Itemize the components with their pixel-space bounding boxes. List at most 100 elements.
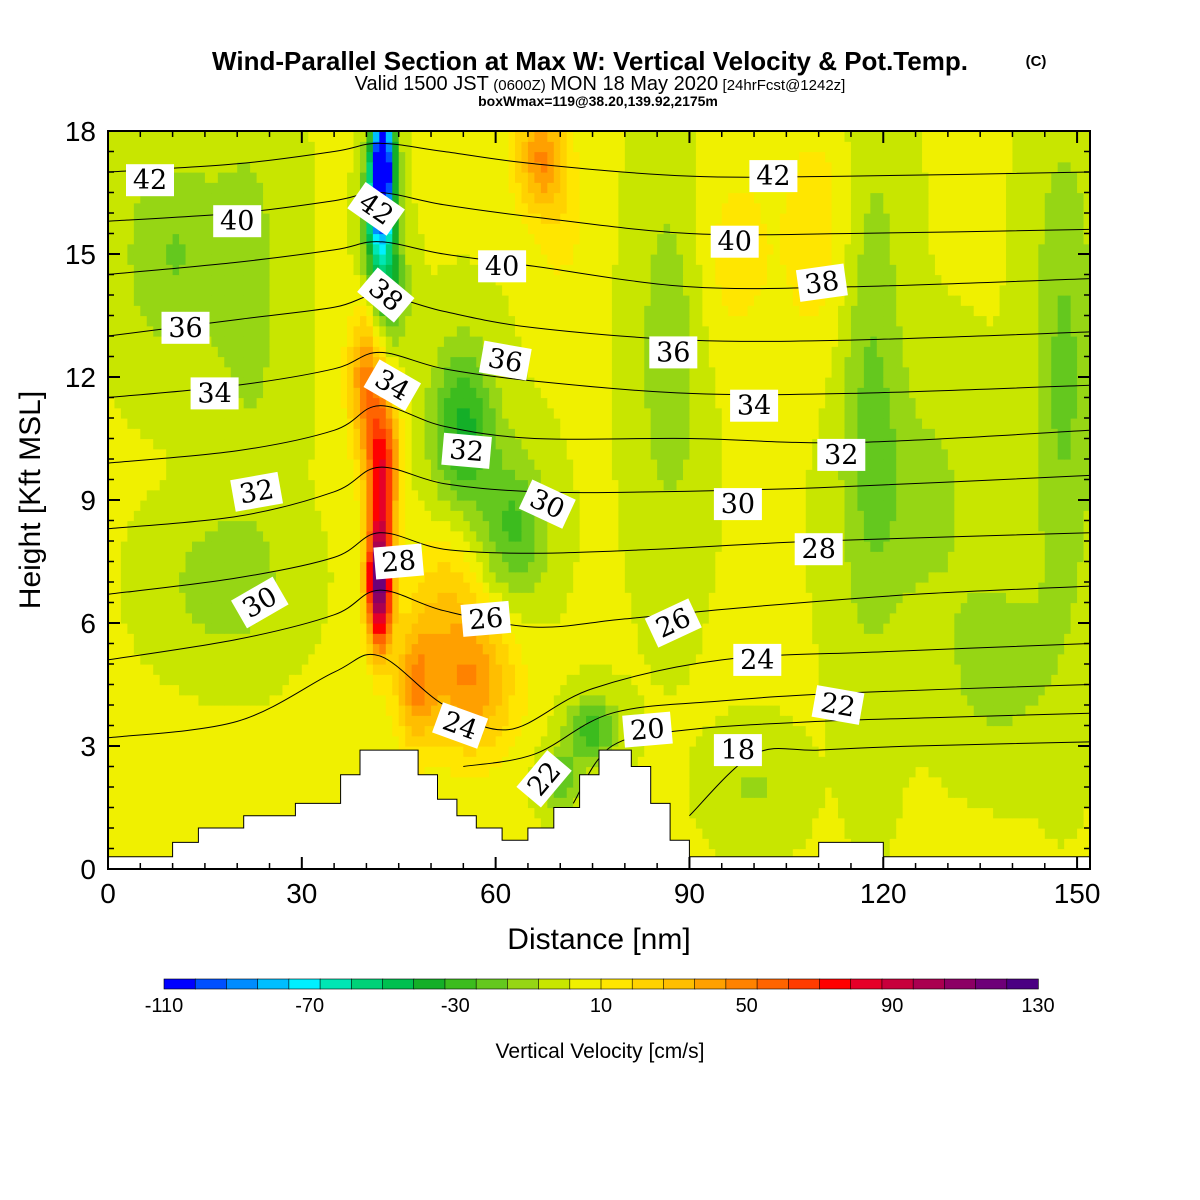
velocity-cell — [637, 582, 645, 593]
velocity-cell — [424, 653, 432, 665]
velocity-cell — [909, 541, 917, 552]
velocity-cell — [405, 530, 413, 542]
velocity-cell — [359, 684, 368, 696]
velocity-cell — [120, 623, 128, 634]
velocity-cell — [301, 746, 309, 757]
velocity-cell — [379, 705, 387, 716]
velocity-cell — [934, 828, 943, 839]
velocity-cell — [476, 541, 484, 552]
velocity-cell — [398, 725, 406, 737]
velocity-cell — [993, 787, 1001, 798]
velocity-cell — [624, 592, 632, 604]
velocity-cell — [108, 787, 116, 798]
velocity-cell — [915, 766, 923, 778]
velocity-cell — [579, 582, 587, 593]
velocity-cell — [560, 561, 568, 573]
velocity-cell — [308, 602, 316, 614]
velocity-cell — [166, 612, 174, 624]
velocity-cell — [566, 694, 574, 706]
velocity-cell — [327, 612, 335, 624]
velocity-cell — [954, 623, 962, 634]
velocity-cell — [857, 735, 865, 747]
velocity-cell — [644, 592, 652, 604]
velocity-cell — [644, 571, 652, 583]
velocity-cell — [185, 602, 193, 614]
velocity-cell — [340, 653, 348, 665]
velocity-cell — [934, 602, 943, 614]
velocity-cell — [166, 592, 174, 604]
velocity-cell — [831, 828, 839, 839]
velocity-cell — [1083, 848, 1090, 860]
velocity-cell — [941, 602, 949, 614]
velocity-cell — [198, 787, 206, 798]
velocity-cell — [275, 541, 284, 552]
velocity-cell — [146, 848, 154, 860]
velocity-cell — [133, 735, 141, 747]
velocity-cell — [424, 715, 432, 727]
velocity-cell — [495, 592, 503, 604]
velocity-cell — [1038, 653, 1046, 665]
velocity-cell — [766, 530, 775, 542]
velocity-cell — [644, 551, 652, 563]
velocity-cell — [631, 530, 639, 542]
velocity-cell — [321, 725, 329, 737]
velocity-cell — [993, 541, 1001, 552]
velocity-cell — [437, 592, 445, 604]
velocity-cell — [1077, 807, 1085, 819]
velocity-cell — [560, 725, 568, 737]
velocity-cell — [902, 633, 910, 645]
velocity-cell — [566, 725, 574, 737]
velocity-cell — [263, 561, 271, 573]
velocity-cell — [747, 766, 755, 778]
velocity-cell — [314, 530, 322, 542]
velocity-cell — [947, 715, 955, 727]
velocity-cell — [456, 807, 464, 819]
velocity-cell — [993, 633, 1001, 645]
velocity-cell — [947, 817, 955, 829]
velocity-cell — [295, 705, 303, 716]
velocity-cell — [127, 612, 135, 624]
velocity-cell — [747, 561, 755, 573]
velocity-cell — [605, 602, 613, 614]
velocity-cell — [928, 828, 936, 839]
velocity-cell — [437, 551, 445, 563]
velocity-cell — [741, 787, 749, 798]
velocity-cell — [721, 684, 729, 696]
velocity-cell — [515, 756, 523, 768]
velocity-cell — [754, 797, 762, 809]
velocity-cell — [708, 612, 716, 624]
velocity-cell — [133, 776, 141, 788]
velocity-cell — [728, 633, 736, 645]
velocity-cell — [715, 602, 723, 614]
velocity-cell — [766, 828, 775, 839]
velocity-cell — [547, 551, 555, 563]
velocity-cell — [773, 571, 781, 583]
velocity-cell — [611, 582, 619, 593]
velocity-cell — [405, 571, 413, 583]
velocity-cell — [689, 756, 697, 768]
velocity-cell — [411, 715, 419, 727]
velocity-cell — [618, 592, 626, 604]
velocity-cell — [560, 571, 568, 583]
velocity-cell — [986, 735, 994, 747]
velocity-cell — [560, 787, 568, 798]
velocity-cell — [1083, 735, 1090, 747]
velocity-cell — [986, 643, 994, 655]
velocity-cell — [489, 746, 497, 757]
velocity-cell — [592, 582, 600, 593]
velocity-cell — [631, 623, 639, 634]
velocity-cell — [527, 694, 535, 706]
velocity-cell — [166, 551, 174, 563]
velocity-cell — [637, 623, 645, 634]
velocity-cell — [605, 643, 613, 655]
velocity-cell — [889, 633, 897, 645]
velocity-cell — [146, 776, 154, 788]
velocity-cell — [1083, 561, 1090, 573]
velocity-cell — [508, 694, 516, 706]
velocity-cell — [334, 766, 342, 778]
velocity-cell — [844, 623, 852, 634]
velocity-cell — [611, 715, 619, 727]
velocity-cell — [275, 684, 284, 696]
velocity-cell — [792, 623, 800, 634]
velocity-cell — [566, 797, 574, 809]
